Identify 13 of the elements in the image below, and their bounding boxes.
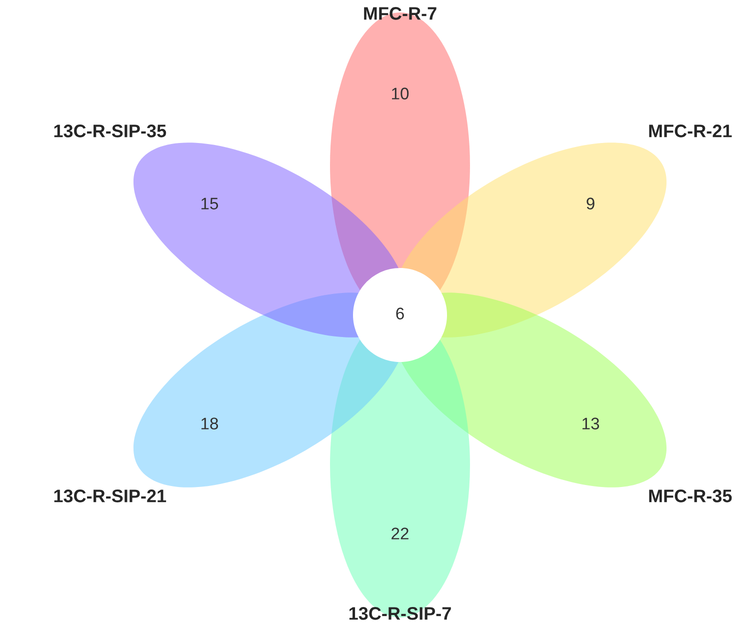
category-label: 13C-R-SIP-21 bbox=[54, 490, 166, 502]
data-label: 15 bbox=[201, 198, 218, 210]
category-label: MFC-R-21 bbox=[649, 124, 732, 138]
category-label: 13C-R-SIP-35 bbox=[54, 124, 166, 138]
category-label: MFC-R-7 bbox=[364, 7, 436, 20]
category-label: MFC-R-35 bbox=[649, 490, 732, 502]
data-label: 9 bbox=[586, 198, 594, 210]
text: 6 bbox=[396, 308, 404, 320]
category-label: 13C-R-SIP-7 bbox=[349, 607, 451, 620]
data-label: 13 bbox=[582, 418, 600, 430]
data-label: 18 bbox=[201, 418, 218, 430]
data-label: 10 bbox=[392, 88, 409, 100]
data-label: 22 bbox=[392, 528, 408, 540]
